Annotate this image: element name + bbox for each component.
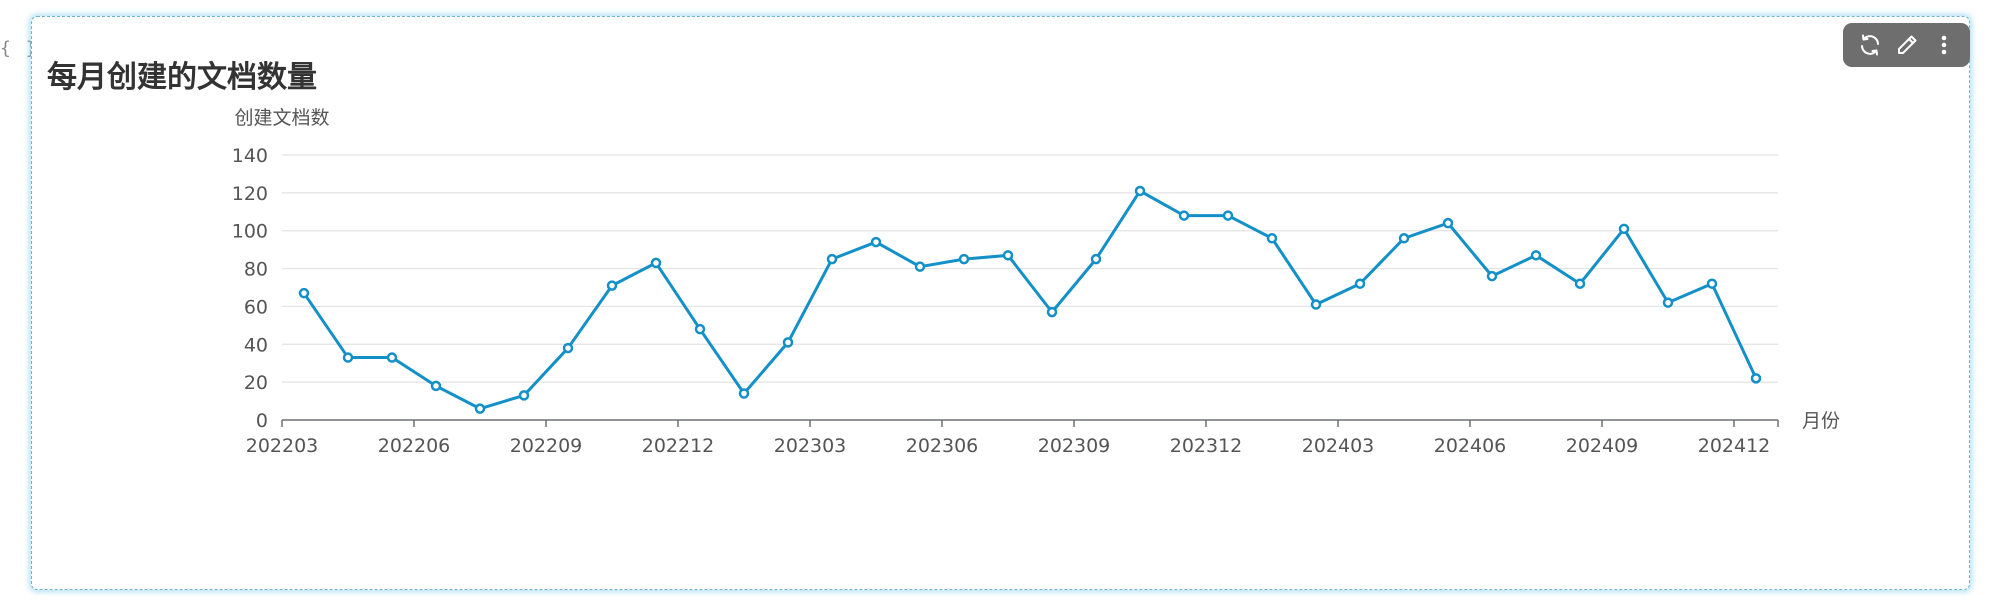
x-tick-label: 202406 — [1434, 435, 1507, 457]
data-point — [1618, 223, 1630, 235]
y-tick-label: 80 — [244, 259, 268, 281]
data-point — [430, 380, 442, 392]
x-tick-label: 202309 — [1038, 435, 1111, 457]
data-point — [1178, 210, 1190, 221]
data-point — [1574, 278, 1586, 289]
chart-toolbar — [1843, 23, 1970, 67]
data-point — [342, 352, 354, 363]
more-vertical-icon — [1941, 35, 1946, 55]
x-tick-label: 202403 — [1302, 435, 1375, 457]
x-tick-label: 202306 — [906, 435, 979, 457]
data-point — [1046, 306, 1058, 318]
data-point — [1090, 253, 1102, 265]
series-layer — [298, 185, 1762, 414]
more-options-button[interactable] — [1928, 29, 1960, 61]
data-point — [1662, 297, 1674, 308]
data-point — [1266, 233, 1278, 244]
data-point — [1530, 250, 1542, 261]
chart-title: 每月创建的文档数量 — [47, 60, 317, 95]
x-tick-label: 202409 — [1566, 435, 1639, 457]
data-point — [1442, 217, 1454, 229]
data-point — [1486, 270, 1498, 282]
data-point — [1398, 233, 1410, 244]
data-point — [958, 253, 970, 265]
data-point — [1750, 373, 1762, 384]
data-point — [1222, 210, 1234, 221]
y-tick-label: 0 — [256, 410, 268, 432]
x-tick-label: 202209 — [510, 435, 583, 457]
code-view-marker[interactable]: { } — [0, 38, 39, 59]
data-point — [1354, 278, 1366, 289]
data-point — [298, 287, 310, 299]
y-tick-label: 120 — [232, 183, 268, 205]
grid-lines — [282, 154, 1778, 383]
y-tick-label: 40 — [244, 334, 268, 356]
x-tick-label: 202312 — [1170, 435, 1243, 457]
data-point — [386, 352, 398, 363]
y-tick-label: 140 — [232, 145, 268, 167]
data-point — [1002, 250, 1014, 261]
refresh-button[interactable] — [1854, 29, 1886, 61]
edit-button[interactable] — [1891, 29, 1923, 61]
x-tick-label: 202203 — [246, 435, 319, 457]
y-tick-label: 100 — [232, 221, 268, 243]
axes: 0 20 40 60 80 100 120 140 202203 202206 202209 2022… — [232, 145, 1779, 457]
refresh-icon — [1860, 34, 1879, 56]
data-point — [914, 261, 926, 272]
x-tick-label: 202206 — [378, 435, 451, 457]
data-point — [474, 403, 486, 414]
y-tick-label: 60 — [244, 296, 268, 318]
y-tick-label: 20 — [244, 372, 268, 394]
data-point — [1706, 278, 1718, 289]
data-point — [606, 280, 618, 291]
data-point — [694, 323, 706, 335]
chart-card — [31, 16, 1970, 590]
x-tick-label: 202212 — [642, 435, 715, 457]
data-point — [650, 257, 662, 269]
data-point — [562, 342, 574, 354]
x-tick-label: 202303 — [774, 435, 847, 457]
y-axis-label: 创建文档数 — [234, 107, 329, 129]
data-point — [870, 236, 882, 248]
data-point — [782, 337, 794, 348]
data-point — [518, 390, 530, 401]
data-point — [1134, 185, 1146, 197]
series-line — [302, 189, 1758, 411]
edit-pencil-icon — [1897, 35, 1916, 54]
data-point — [738, 388, 750, 399]
x-axis-label: 月份 — [1802, 410, 1840, 432]
x-tick-label: 202412 — [1698, 435, 1771, 457]
data-point — [826, 253, 838, 265]
data-point — [1310, 299, 1322, 310]
